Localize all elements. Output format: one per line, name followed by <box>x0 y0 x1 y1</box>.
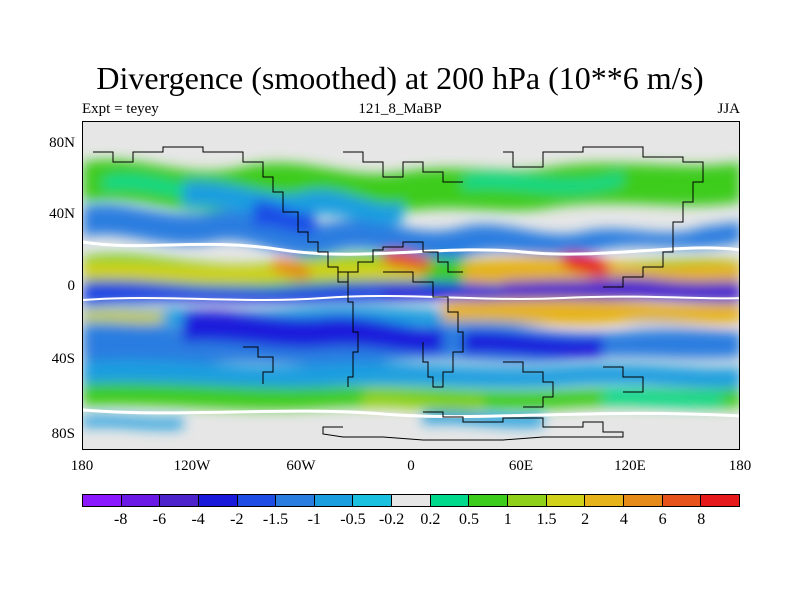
xtick-180w: 180 <box>70 458 94 474</box>
colorbar-swatch <box>508 495 547 506</box>
season-label: JJA <box>717 101 740 117</box>
map-title: Divergence (smoothed) at 200 hPa (10**6 … <box>96 60 704 96</box>
colorbar-label: -1.5 <box>262 511 289 528</box>
ytick-0: 0 <box>67 278 76 294</box>
colorbar-swatch <box>314 495 354 506</box>
colorbar-swatch <box>662 495 702 506</box>
colorbar-swatch <box>469 495 509 506</box>
colorbar-label: 2 <box>581 511 590 528</box>
xtick-120w: 120W <box>173 458 211 474</box>
colorbar-label: -1 <box>307 511 321 528</box>
colorbar-swatch <box>160 495 199 506</box>
experiment-label: Expt = teyey <box>82 101 159 117</box>
ytick-40s: 40S <box>51 351 75 367</box>
colorbar-label: -4 <box>191 511 205 528</box>
colorbar-label: 8 <box>697 511 706 528</box>
colorbar-label: 1.5 <box>536 511 557 528</box>
period-label: 121_8_MaBP <box>358 101 442 117</box>
colorbar-label: 0.5 <box>459 511 480 528</box>
colorbar-label: -6 <box>152 511 167 528</box>
colorbar-swatch <box>392 495 431 506</box>
contour-line <box>83 408 739 419</box>
colorbar-label: -0.2 <box>378 511 405 528</box>
xtick-60e: 60E <box>508 458 534 474</box>
colorbar-swatch <box>198 495 238 506</box>
colorbar-swatch <box>623 495 663 506</box>
colorbar <box>82 494 740 507</box>
ytick-40n: 40N <box>49 206 75 222</box>
divergence-shading <box>83 159 739 430</box>
contour-line <box>83 240 739 256</box>
xtick-0: 0 <box>407 458 415 474</box>
colorbar-label: 0.2 <box>420 511 441 528</box>
divergence-map <box>82 121 740 450</box>
xtick-60w: 60W <box>286 458 316 474</box>
divergence-field <box>83 122 739 449</box>
colorbar-swatch <box>546 495 586 506</box>
colorbar-swatch <box>430 495 470 506</box>
xtick-180e: 180 <box>728 458 752 474</box>
colorbar-swatch <box>353 495 393 506</box>
colorbar-swatch <box>276 495 315 506</box>
colorbar-label: 6 <box>658 511 667 528</box>
colorbar-swatch <box>121 495 161 506</box>
coastlines <box>93 146 704 441</box>
colorbar-swatch <box>701 495 739 506</box>
colorbar-label: -8 <box>114 511 128 528</box>
contour-line <box>83 295 739 301</box>
colorbar-label: -0.5 <box>340 511 366 528</box>
colorbar-label: 4 <box>619 511 628 528</box>
colorbar-swatch <box>585 495 624 506</box>
colorbar-swatch <box>83 495 122 506</box>
colorbar-swatch <box>237 495 277 506</box>
xtick-120e: 120E <box>614 458 646 474</box>
colorbar-label: 1 <box>503 511 512 528</box>
ytick-80s: 80S <box>51 426 75 442</box>
colorbar-label: -2 <box>230 511 244 528</box>
ytick-80n: 80N <box>49 135 75 151</box>
